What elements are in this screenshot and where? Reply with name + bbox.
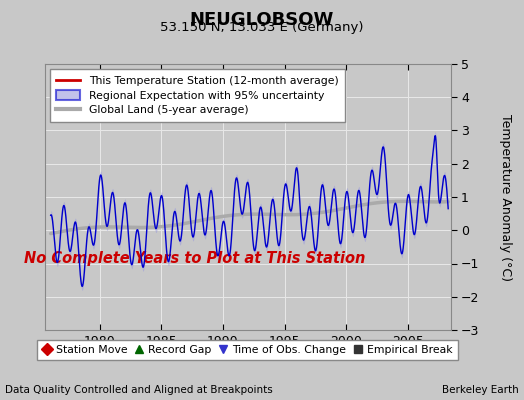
Text: Berkeley Earth: Berkeley Earth: [442, 385, 519, 395]
Y-axis label: Temperature Anomaly (°C): Temperature Anomaly (°C): [499, 114, 512, 280]
Text: 53.150 N, 13.033 E (Germany): 53.150 N, 13.033 E (Germany): [160, 21, 364, 34]
Text: NEUGLOBSOW: NEUGLOBSOW: [190, 11, 334, 29]
Text: No Complete Years to Plot at This Station: No Complete Years to Plot at This Statio…: [24, 251, 365, 266]
Text: Data Quality Controlled and Aligned at Breakpoints: Data Quality Controlled and Aligned at B…: [5, 385, 273, 395]
Legend: This Temperature Station (12-month average), Regional Expectation with 95% uncer: This Temperature Station (12-month avera…: [50, 70, 345, 122]
Legend: Station Move, Record Gap, Time of Obs. Change, Empirical Break: Station Move, Record Gap, Time of Obs. C…: [38, 340, 457, 360]
